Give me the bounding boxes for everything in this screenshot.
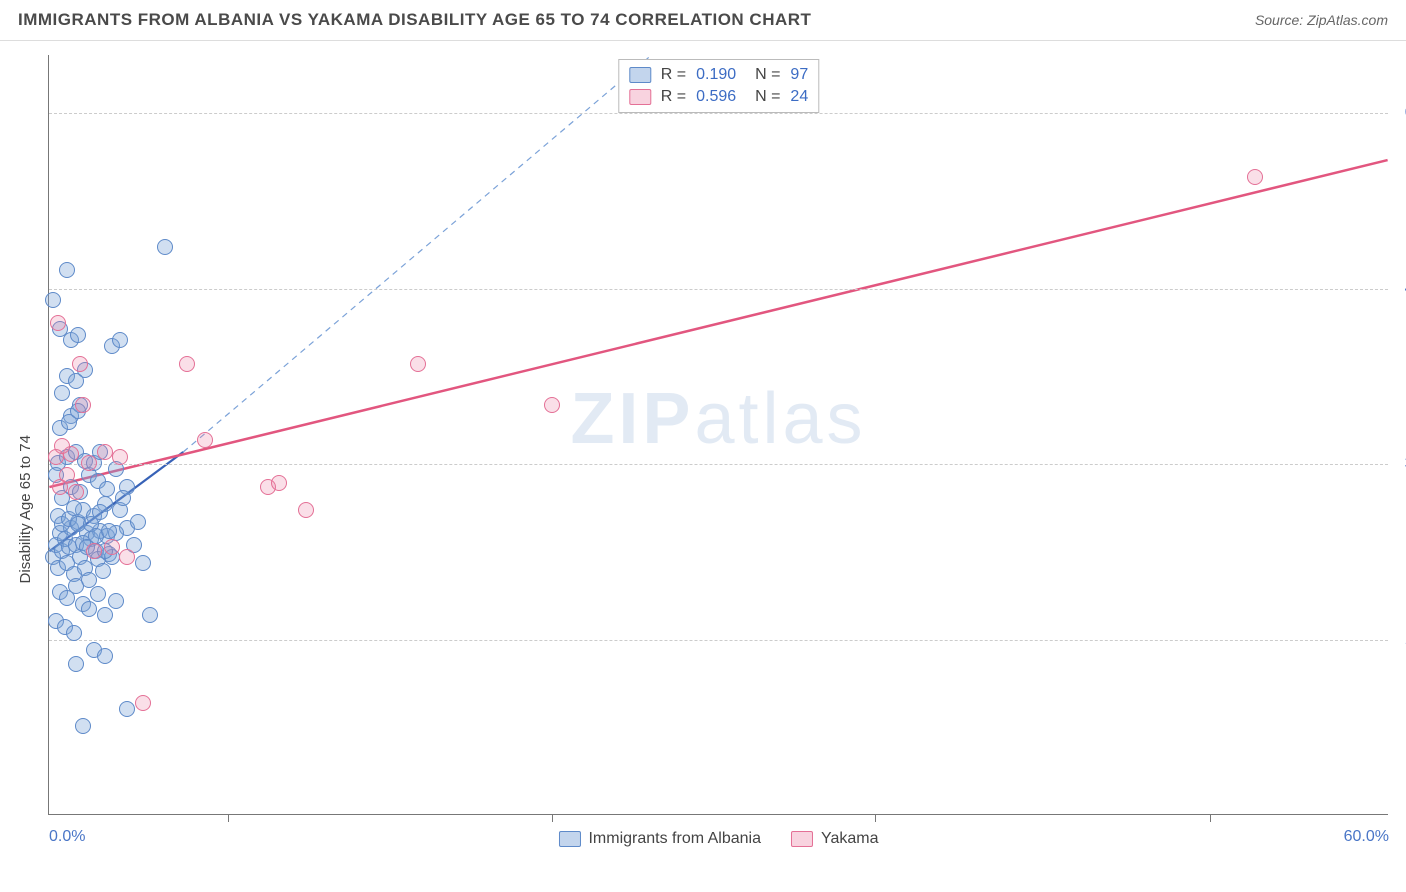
data-point-blue: [68, 373, 84, 389]
n-label: N =: [746, 66, 780, 84]
data-point-pink: [75, 397, 91, 413]
r-label: R =: [661, 88, 686, 106]
data-point-blue: [95, 563, 111, 579]
data-point-pink: [271, 475, 287, 491]
r-value-blue: 0.190: [696, 66, 736, 84]
legend-stats: R = 0.190 N = 97 R = 0.596 N = 24: [618, 59, 819, 113]
x-tick: [1210, 814, 1211, 822]
data-point-blue: [101, 523, 117, 539]
data-point-blue: [142, 607, 158, 623]
data-point-pink: [135, 695, 151, 711]
data-point-blue: [92, 504, 108, 520]
n-value-blue: 97: [790, 66, 808, 84]
data-point-pink: [1247, 169, 1263, 185]
r-label: R =: [661, 66, 686, 84]
data-point-blue: [66, 500, 82, 516]
data-point-blue: [135, 555, 151, 571]
data-point-blue: [90, 586, 106, 602]
data-point-blue: [54, 385, 70, 401]
data-point-blue: [81, 601, 97, 617]
r-value-pink: 0.596: [696, 88, 736, 106]
legend-item-pink: Yakama: [791, 830, 879, 848]
data-point-pink: [86, 543, 102, 559]
title-bar: IMMIGRANTS FROM ALBANIA VS YAKAMA DISABI…: [0, 0, 1406, 41]
gridline-h: [49, 464, 1388, 465]
data-point-pink: [97, 444, 113, 460]
x-tick: [228, 814, 229, 822]
trend-line: [183, 55, 651, 452]
gridline-h: [49, 289, 1388, 290]
legend-item-blue: Immigrants from Albania: [558, 830, 761, 848]
data-point-pink: [298, 502, 314, 518]
chart-title: IMMIGRANTS FROM ALBANIA VS YAKAMA DISABI…: [18, 10, 811, 30]
data-point-blue: [75, 718, 91, 734]
y-axis-label: Disability Age 65 to 74: [17, 435, 34, 583]
data-point-blue: [70, 327, 86, 343]
data-point-blue: [45, 292, 61, 308]
data-point-pink: [197, 432, 213, 448]
data-point-blue: [59, 262, 75, 278]
n-label: N =: [746, 88, 780, 106]
data-point-blue: [112, 332, 128, 348]
data-point-pink: [68, 484, 84, 500]
source-label: Source: ZipAtlas.com: [1255, 12, 1388, 28]
data-point-blue: [66, 625, 82, 641]
plot-area: ZIPatlas Disability Age 65 to 74 R = 0.1…: [48, 55, 1388, 815]
data-point-pink: [544, 397, 560, 413]
gridline-h: [49, 113, 1388, 114]
data-point-blue: [115, 490, 131, 506]
data-point-pink: [81, 455, 97, 471]
data-point-pink: [50, 315, 66, 331]
data-point-blue: [108, 593, 124, 609]
data-point-pink: [72, 356, 88, 372]
swatch-pink-icon: [629, 89, 651, 105]
swatch-blue-icon: [629, 67, 651, 83]
x-tick: [552, 814, 553, 822]
swatch-blue-icon: [558, 831, 580, 847]
swatch-pink-icon: [791, 831, 813, 847]
x-tick-label-right: 60.0%: [1344, 828, 1389, 846]
legend-stats-row-blue: R = 0.190 N = 97: [629, 64, 808, 86]
data-point-pink: [54, 438, 70, 454]
data-point-blue: [119, 701, 135, 717]
data-point-blue: [97, 648, 113, 664]
legend-series: Immigrants from Albania Yakama: [558, 830, 878, 848]
legend-label-pink: Yakama: [821, 830, 879, 848]
data-point-blue: [97, 607, 113, 623]
data-point-pink: [119, 549, 135, 565]
legend-label-blue: Immigrants from Albania: [588, 830, 761, 848]
data-point-blue: [99, 481, 115, 497]
data-point-blue: [157, 239, 173, 255]
data-point-pink: [59, 467, 75, 483]
data-point-blue: [68, 656, 84, 672]
legend-stats-row-pink: R = 0.596 N = 24: [629, 86, 808, 108]
n-value-pink: 24: [790, 88, 808, 106]
data-point-pink: [410, 356, 426, 372]
data-point-pink: [112, 449, 128, 465]
gridline-h: [49, 640, 1388, 641]
data-point-pink: [104, 539, 120, 555]
data-point-blue: [130, 514, 146, 530]
data-point-blue: [68, 578, 84, 594]
trend-line: [49, 160, 1387, 487]
x-tick: [875, 814, 876, 822]
data-point-pink: [179, 356, 195, 372]
x-tick-label-left: 0.0%: [49, 828, 85, 846]
trend-lines-layer: [49, 55, 1388, 814]
